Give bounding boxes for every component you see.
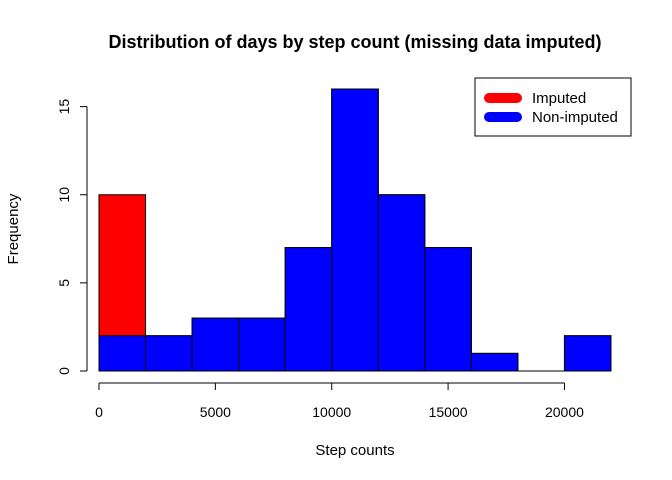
x-axis: 0 5000 10000 15000 20000 [95, 382, 584, 420]
x-tick-label: 0 [95, 404, 103, 420]
y-tick-label: 0 [56, 367, 72, 375]
legend-label: Non-imputed [532, 109, 618, 126]
bar-non-imputed-0 [98, 335, 147, 372]
x-tick-label: 5000 [200, 404, 231, 420]
bar-non-imputed-3 [238, 317, 286, 372]
y-axis: 0 5 10 15 [56, 99, 88, 375]
bar-non-imputed-1 [145, 335, 193, 372]
x-tick-label: 15000 [429, 404, 468, 420]
x-axis-label: Step counts [315, 442, 394, 459]
bar-non-imputed-10 [563, 335, 612, 372]
y-axis-label: Frequency [5, 193, 22, 264]
legend-box [474, 77, 632, 137]
bar-non-imputed-2 [191, 317, 240, 372]
bar-non-imputed-7 [424, 247, 472, 372]
y-tick-label: 10 [56, 187, 72, 203]
y-tick-label: 15 [56, 99, 72, 115]
bar-non-imputed-4 [284, 247, 333, 372]
bar-non-imputed-8 [470, 352, 519, 372]
legend-label: Imputed [532, 90, 586, 107]
bars-group [98, 88, 612, 372]
x-tick-label: 10000 [312, 404, 351, 420]
legend: Imputed Non-imputed [474, 77, 632, 137]
bar-non-imputed-5 [331, 88, 379, 372]
y-tick-label: 5 [56, 279, 72, 287]
chart-title: Distribution of days by step count (miss… [108, 32, 601, 52]
x-tick-label: 20000 [545, 404, 584, 420]
bar-non-imputed-6 [377, 194, 426, 372]
